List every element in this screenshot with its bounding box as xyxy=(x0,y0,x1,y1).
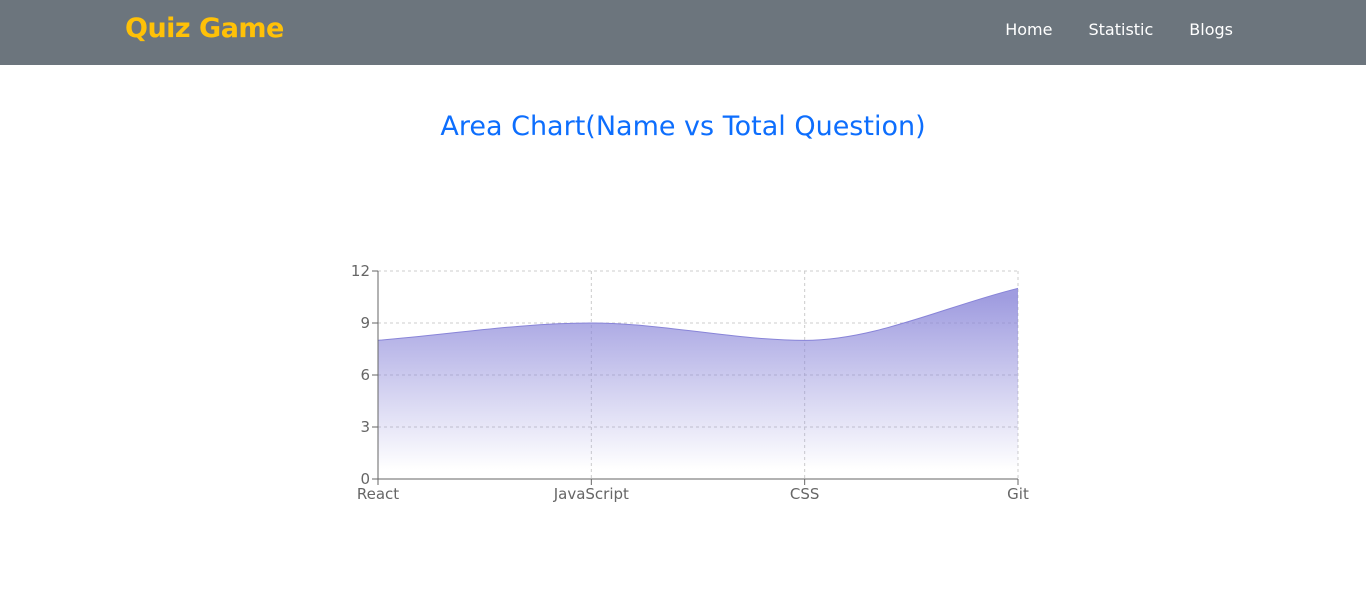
area-line xyxy=(377,287,1019,341)
y-tick-label: 6 xyxy=(360,366,370,384)
y-tick-label: 3 xyxy=(360,418,370,436)
x-tick-label: React xyxy=(357,485,399,503)
x-tick-label: Git xyxy=(1007,485,1029,503)
navbar: Quiz Game Home Statistic Blogs xyxy=(0,0,1366,65)
area-fill xyxy=(378,288,1018,479)
y-tick-label: 12 xyxy=(351,262,370,280)
y-tick-label: 0 xyxy=(360,470,370,488)
area-chart: 0 3 6 9 12 React JavaScript CSS Git xyxy=(351,262,1029,503)
nav-links: Home Statistic Blogs xyxy=(1005,20,1233,39)
nav-link-home[interactable]: Home xyxy=(1005,20,1053,39)
chart-title: Area Chart(Name vs Total Question) xyxy=(440,111,926,142)
nav-link-statistic[interactable]: Statistic xyxy=(1088,20,1154,39)
x-tick-label: JavaScript xyxy=(553,485,629,503)
brand-logo[interactable]: Quiz Game xyxy=(125,13,284,44)
y-tick-label: 9 xyxy=(360,314,370,332)
x-tick-label: CSS xyxy=(790,485,820,503)
nav-link-blogs[interactable]: Blogs xyxy=(1189,20,1233,39)
